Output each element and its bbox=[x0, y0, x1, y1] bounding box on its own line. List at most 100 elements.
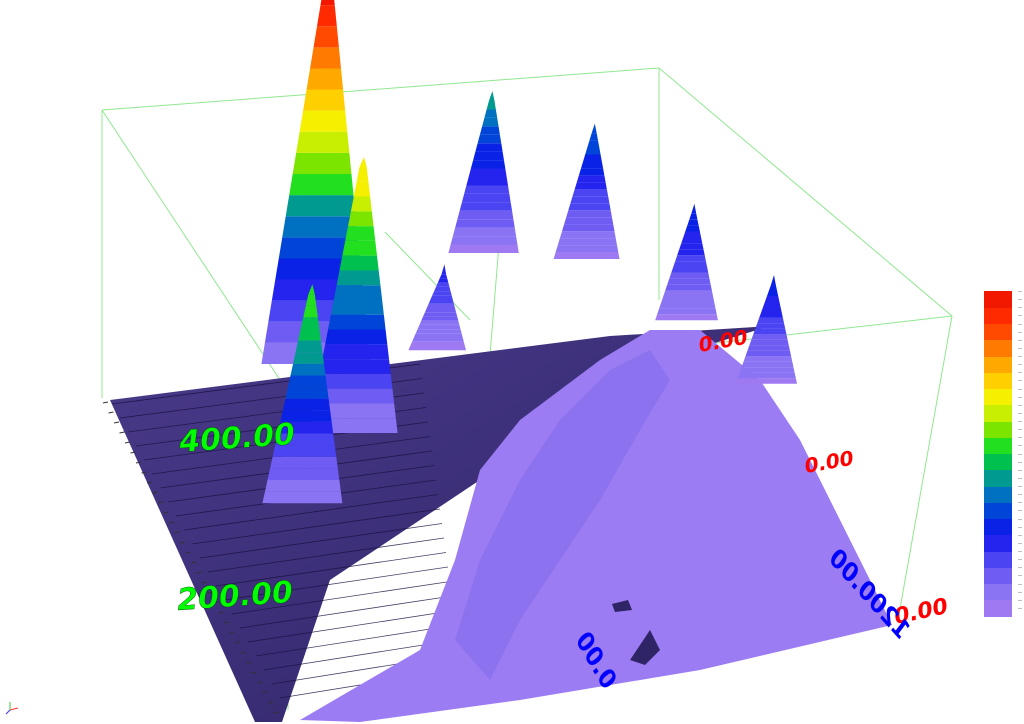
peak-band bbox=[576, 175, 606, 183]
peak-band bbox=[468, 168, 507, 177]
peak-band bbox=[683, 231, 702, 238]
peak-band bbox=[285, 195, 356, 217]
peak-band bbox=[751, 334, 788, 340]
peak-band bbox=[426, 303, 455, 308]
peak-band bbox=[289, 174, 354, 196]
peak-band bbox=[585, 147, 601, 155]
peak-band bbox=[679, 243, 704, 250]
legend-swatch bbox=[984, 388, 1012, 406]
peak-band bbox=[421, 316, 459, 321]
peak-band bbox=[437, 278, 449, 283]
peak-band bbox=[559, 231, 616, 239]
peak-band bbox=[298, 329, 321, 341]
peak-band bbox=[424, 307, 457, 313]
legend-swatch bbox=[984, 502, 1012, 519]
legend-swatch bbox=[984, 404, 1012, 422]
peak-band bbox=[749, 339, 789, 346]
legend-swatch bbox=[984, 551, 1012, 568]
peak-band bbox=[675, 255, 706, 262]
peak-band bbox=[687, 219, 699, 226]
peak-band bbox=[452, 227, 517, 237]
peak-band bbox=[570, 196, 610, 204]
peak-band bbox=[583, 154, 602, 162]
peak-band bbox=[410, 341, 465, 346]
peak-band bbox=[669, 272, 710, 279]
peak-band bbox=[306, 68, 344, 90]
peak-band bbox=[553, 252, 620, 259]
peak-band bbox=[765, 295, 780, 302]
peak-band bbox=[657, 308, 717, 315]
peak-band bbox=[459, 202, 513, 211]
legend-swatch bbox=[984, 534, 1012, 552]
peak-band bbox=[439, 274, 448, 279]
peak-band bbox=[303, 305, 318, 318]
y-tick-200: 200.00 bbox=[176, 575, 294, 618]
peak-band bbox=[753, 328, 787, 335]
peak-band bbox=[342, 240, 377, 256]
z-tick-top: 0.00 bbox=[697, 325, 750, 357]
legend-swatch bbox=[984, 421, 1012, 438]
peak-band bbox=[671, 267, 709, 273]
peak-band bbox=[667, 278, 711, 285]
peak-band bbox=[568, 203, 611, 211]
peak-band bbox=[737, 372, 796, 379]
peak-band bbox=[763, 301, 781, 307]
legend-swatch bbox=[984, 567, 1012, 584]
peak-band bbox=[330, 300, 384, 315]
peak-band bbox=[448, 244, 519, 253]
peak-band bbox=[310, 47, 342, 69]
peak-band bbox=[270, 456, 338, 469]
surface-peak bbox=[448, 91, 519, 253]
legend-swatch bbox=[984, 518, 1012, 536]
surface-peak bbox=[735, 275, 798, 384]
peak-band bbox=[587, 140, 600, 148]
peak-band bbox=[673, 261, 708, 267]
peak-band bbox=[316, 373, 393, 389]
peak-band bbox=[477, 134, 502, 144]
peak-band bbox=[665, 284, 712, 291]
peak-band bbox=[299, 110, 348, 132]
peak-band bbox=[282, 398, 331, 411]
peak-band bbox=[659, 302, 716, 309]
peak-band bbox=[473, 151, 504, 161]
peak-band bbox=[479, 126, 500, 135]
peak-band bbox=[320, 0, 335, 6]
peak-band bbox=[282, 216, 358, 238]
peak-band bbox=[339, 255, 379, 271]
peak-band bbox=[317, 5, 337, 27]
legend-swatch bbox=[984, 307, 1012, 324]
surface-base bbox=[300, 330, 892, 722]
peak-band bbox=[417, 324, 461, 330]
peak-band bbox=[428, 299, 454, 304]
peak-band bbox=[434, 286, 451, 292]
peak-band bbox=[313, 388, 395, 404]
peak-band bbox=[457, 210, 514, 220]
peak-band bbox=[277, 421, 334, 434]
peak-band bbox=[348, 211, 374, 227]
peak-band bbox=[761, 306, 782, 313]
peak-band bbox=[336, 270, 381, 286]
legend-swatch bbox=[984, 583, 1012, 601]
peak-band bbox=[305, 294, 317, 306]
peak-band bbox=[413, 333, 463, 338]
surface-peaks bbox=[261, 0, 798, 504]
peak-band bbox=[464, 185, 510, 194]
peak-band bbox=[419, 320, 460, 325]
legend-swatch bbox=[984, 372, 1012, 389]
peak-band bbox=[293, 352, 324, 364]
peak-band bbox=[655, 314, 718, 321]
peak-band bbox=[436, 282, 450, 287]
peak-tip bbox=[441, 264, 447, 275]
peak-band bbox=[574, 182, 607, 190]
color-legend bbox=[984, 291, 1022, 617]
peak-band bbox=[333, 285, 383, 300]
peak-band bbox=[325, 329, 388, 345]
peak-band bbox=[313, 26, 339, 48]
peak-band bbox=[350, 196, 372, 212]
peak-band bbox=[415, 329, 462, 334]
peak-band bbox=[572, 189, 609, 197]
peak-band bbox=[566, 210, 612, 218]
peak-band bbox=[589, 133, 599, 141]
peak-band bbox=[466, 177, 509, 186]
